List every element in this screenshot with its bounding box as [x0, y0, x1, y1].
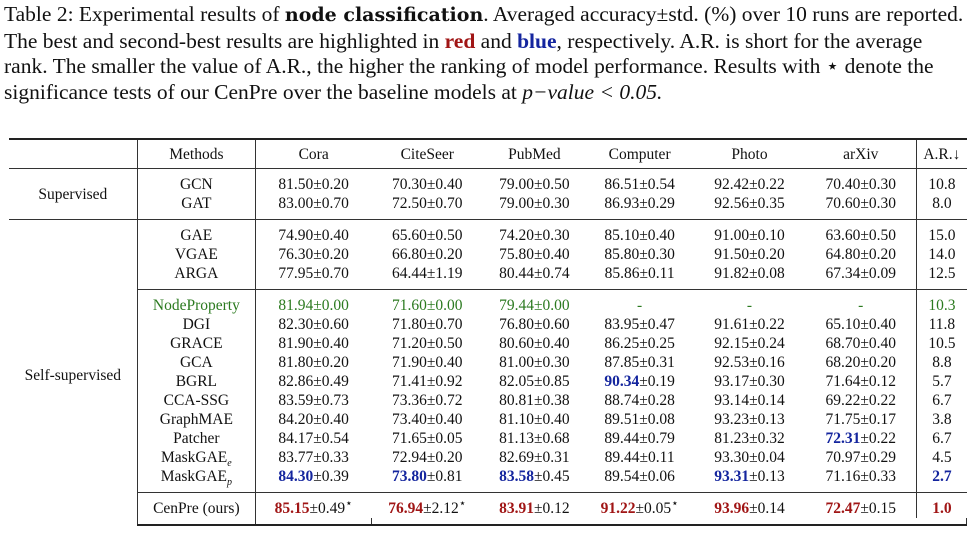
table-row: ARGA 77.95±0.70 64.44±1.19 80.44±0.74 85… [9, 264, 967, 283]
results-table-wrap: Methods Cora CiteSeer PubMed Computer Ph… [9, 138, 967, 526]
caption-star: ⋆ [825, 54, 840, 78]
method-graphmae: GraphMAE [137, 410, 257, 429]
second-best-value: 90.34 [604, 373, 640, 390]
method-arga: ARGA [137, 264, 257, 283]
method-gat: GAT [137, 194, 257, 213]
table-row: CCA-SSG 83.59±0.73 73.36±0.72 80.81±0.38… [9, 391, 967, 410]
results-table: Methods Cora CiteSeer PubMed Computer Ph… [9, 138, 967, 526]
second-best-value: 72.31 [825, 430, 861, 447]
method-gca: GCA [137, 353, 257, 372]
group-self-supervised: Self-supervised [9, 226, 138, 525]
method-cenpre: CenPre (ours) [137, 499, 257, 518]
table-row: MaskGAEe 83.77±0.33 72.94±0.20 82.69±0.3… [9, 448, 967, 469]
header-photo: Photo [693, 138, 806, 169]
table-row: GCA 81.80±0.20 71.90±0.40 81.00±0.30 87.… [9, 353, 967, 372]
method-dgi: DGI [137, 315, 257, 334]
header-cora: Cora [255, 138, 372, 169]
method-maskgae-p: MaskGAEp [137, 467, 257, 488]
header-pubmed: PubMed [483, 138, 586, 169]
method-vgae: VGAE [137, 245, 257, 264]
table-row: BGRL 82.86±0.49 71.41±0.92 82.05±0.85 90… [9, 372, 967, 391]
table-row: Patcher 84.17±0.54 71.65±0.05 81.13±0.68… [9, 429, 967, 448]
table-row: DGI 82.30±0.60 71.80±0.70 76.80±0.60 83.… [9, 315, 967, 334]
method-gae: GAE [137, 226, 257, 245]
method-grace: GRACE [137, 334, 257, 353]
table-caption: Table 2: Experimental results of node cl… [4, 2, 964, 104]
caption-blue-word: blue [517, 28, 557, 53]
table-row: VGAE 76.30±0.20 66.80±0.20 75.80±0.40 85… [9, 245, 967, 264]
table-row: GAT 83.00±0.70 72.50±0.70 79.00±0.30 86.… [9, 194, 967, 213]
header-row: Methods Cora CiteSeer PubMed Computer Ph… [9, 138, 967, 169]
caption-pvalue: p−value < 0.05. [522, 79, 663, 104]
method-cca-ssg: CCA-SSG [137, 391, 257, 410]
method-maskgae-e: MaskGAEe [137, 448, 257, 469]
caption-bold-term: node classification [284, 4, 484, 26]
method-bgrl: BGRL [137, 372, 257, 391]
header-ar: A.R.↓ [916, 138, 967, 169]
caption-red-word: red [444, 28, 476, 53]
table-row: NodeProperty 81.94±0.00 71.60±0.00 79.44… [9, 296, 967, 315]
group-supervised: Supervised [9, 175, 138, 213]
header-methods: Methods [137, 138, 257, 169]
method-patcher: Patcher [137, 429, 257, 448]
table-row: Self-supervised GAE 74.90±0.40 65.60±0.5… [9, 226, 967, 525]
table-row: CenPre (ours) 85.15±0.49⋆ 76.94±2.12⋆ 83… [9, 497, 967, 518]
header-citeseer: CiteSeer [371, 138, 484, 169]
header-arxiv: arXiv [805, 138, 918, 169]
method-nodeproperty: NodeProperty [137, 296, 257, 315]
table-row: GraphMAE 84.20±0.40 73.40±0.40 81.10±0.4… [9, 410, 967, 429]
table-row: Supervised GCN 81.50±0.20 70.30±0.40 79.… [9, 175, 967, 213]
table-row: GRACE 81.90±0.40 71.20±0.50 80.60±0.40 8… [9, 334, 967, 353]
method-gcn: GCN [137, 175, 257, 194]
header-computer: Computer [585, 138, 694, 169]
table-row: MaskGAEp 84.30±0.39 73.80±0.81 83.58±0.4… [9, 467, 967, 488]
